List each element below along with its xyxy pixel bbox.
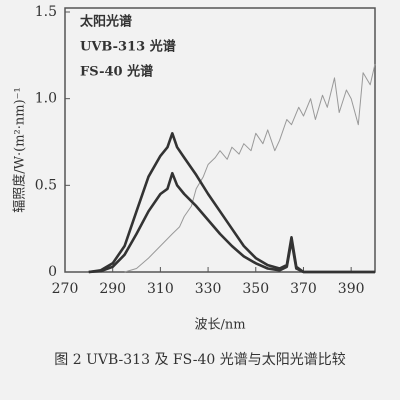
legend-entry: 太阳光谱 <box>79 14 132 30</box>
x-tick-label: 350 <box>242 281 269 297</box>
legend-entry: FS-40 光谱 <box>80 64 153 80</box>
y-axis-label: 辐照度/W·(m²·nm)⁻¹ <box>12 87 28 212</box>
x-tick-label: 370 <box>290 281 317 297</box>
series-line <box>88 171 375 274</box>
x-tick-label: 390 <box>338 281 365 297</box>
x-tick-label: 270 <box>52 281 79 297</box>
x-axis-label: 波长/nm <box>194 318 245 333</box>
legend-entry: UVB-313 光谱 <box>80 39 176 55</box>
series-line <box>88 132 375 274</box>
x-tick-label: 310 <box>147 281 174 297</box>
y-tick-label: 0.5 <box>35 177 57 193</box>
x-tick-label: 290 <box>99 281 126 297</box>
y-tick-label: 1.0 <box>35 91 57 107</box>
series-line <box>124 63 376 273</box>
x-tick-label: 330 <box>195 281 222 297</box>
y-tick-label: 0 <box>48 264 57 280</box>
y-tick-label: 1.5 <box>35 4 57 20</box>
caption: 图 2 UVB-313 及 FS-40 光谱与太阳光谱比较 <box>54 352 345 368</box>
plot-frame <box>64 7 376 273</box>
